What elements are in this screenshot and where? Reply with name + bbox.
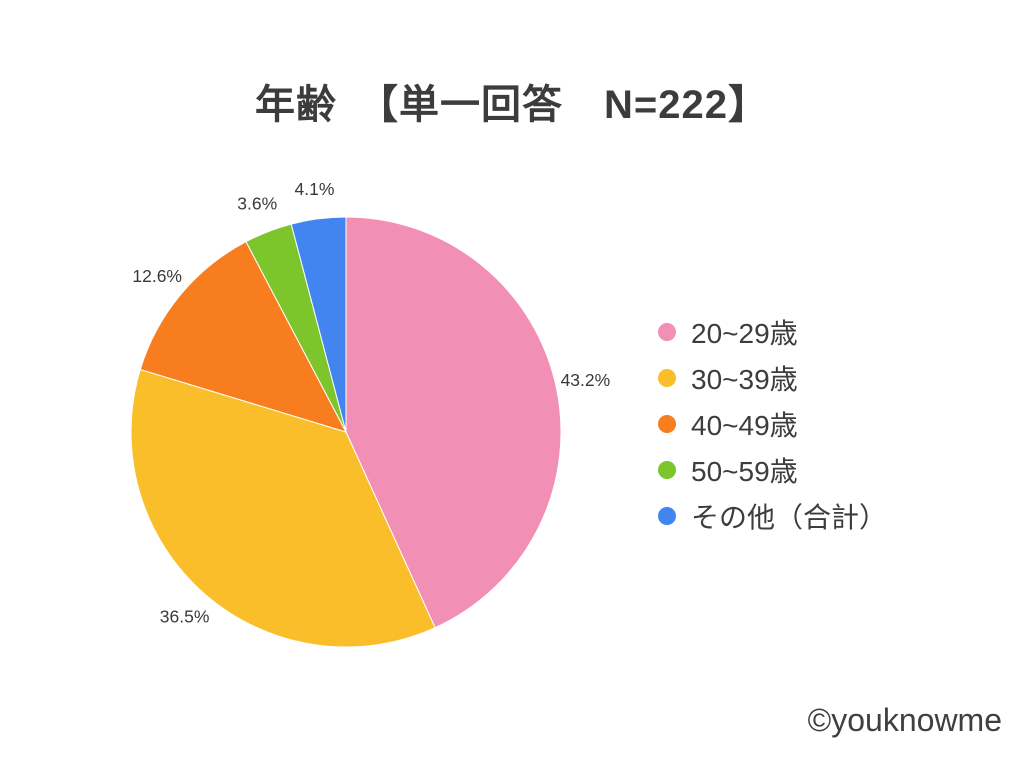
- legend-swatch: [658, 507, 676, 525]
- pie-slice-3: [139, 241, 347, 433]
- legend-item: 40~49歳: [658, 401, 887, 447]
- legend-label: 40~49歳: [691, 410, 798, 441]
- watermark: ©youknowme: [807, 702, 1002, 738]
- slice-label: 36.5%: [160, 606, 210, 626]
- legend-item: 20~29歳: [658, 309, 887, 355]
- pie-slice-5: [290, 216, 347, 433]
- slice-label: 43.2%: [561, 370, 611, 390]
- legend-swatch: [658, 323, 676, 341]
- pie-slice-2: [130, 368, 436, 648]
- legend-label: 20~29歳: [691, 318, 798, 349]
- legend-label: その他（合計）: [691, 502, 888, 533]
- pie-slice-1: [345, 216, 562, 629]
- legend-swatch: [658, 369, 676, 387]
- slice-label: 12.6%: [132, 266, 182, 286]
- legend-item: 50~59歳: [658, 447, 887, 493]
- legend-item: その他（合計）: [658, 493, 887, 539]
- legend-swatch: [658, 461, 676, 479]
- chart-title: 年齢 【単一回答 N=222】: [255, 83, 769, 127]
- slice-label: 4.1%: [295, 179, 335, 199]
- slice-label: 3.6%: [237, 194, 277, 214]
- legend: 20~29歳 30~39歳 40~49歳 50~59歳その他（合計）: [658, 309, 887, 539]
- legend-label: 50~59歳: [691, 456, 798, 487]
- legend-swatch: [658, 415, 676, 433]
- legend-item: 30~39歳: [658, 355, 887, 401]
- legend-label: 30~39歳: [691, 364, 798, 395]
